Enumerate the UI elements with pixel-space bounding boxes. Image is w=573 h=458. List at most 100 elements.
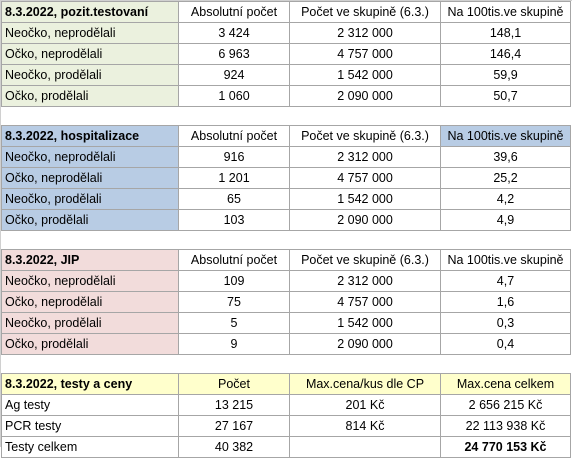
empty-cell[interactable]	[1, 354, 179, 374]
row-label[interactable]: Očko, neprodělali	[1, 167, 179, 189]
section-title[interactable]: 8.3.2022, JIP	[1, 249, 179, 271]
cell-group[interactable]: 4 757 000	[289, 43, 441, 65]
cell-group[interactable]: 2 090 000	[289, 85, 441, 107]
col-header-group[interactable]: Počet ve skupině (6.3.)	[289, 125, 441, 147]
col-header-count[interactable]: Počet	[178, 373, 290, 395]
cell-total-price[interactable]: 22 113 938 Kč	[440, 415, 571, 437]
row-label[interactable]: Neočko, neprodělali	[1, 270, 179, 292]
cell-absolute[interactable]: 6 963	[178, 43, 290, 65]
section-title[interactable]: 8.3.2022, hospitalizace	[1, 125, 179, 147]
row-label[interactable]: Očko, prodělali	[1, 209, 179, 231]
spacer-row	[1, 230, 571, 250]
cell-per100k[interactable]: 25,2	[440, 167, 571, 189]
empty-cell[interactable]	[440, 230, 571, 250]
empty-cell[interactable]	[178, 230, 290, 250]
cell-absolute[interactable]: 65	[178, 188, 290, 210]
cell-absolute[interactable]: 109	[178, 270, 290, 292]
cell-absolute[interactable]: 3 424	[178, 22, 290, 44]
cell-total-price[interactable]: 24 770 153 Kč	[440, 436, 571, 458]
table-row: Očko, neprodělali 6 963 4 757 000 146,4	[1, 43, 571, 65]
spacer-row	[1, 106, 571, 126]
row-label[interactable]: Neočko, prodělali	[1, 188, 179, 210]
row-label[interactable]: Ag testy	[1, 394, 179, 416]
cell-group[interactable]: 2 090 000	[289, 333, 441, 355]
cell-per100k[interactable]: 1,6	[440, 291, 571, 313]
cell-group[interactable]: 1 542 000	[289, 312, 441, 334]
cell-absolute[interactable]: 1 060	[178, 85, 290, 107]
col-header-absolute[interactable]: Absolutní počet	[178, 249, 290, 271]
row-label[interactable]: Neočko, prodělali	[1, 312, 179, 334]
cell-count[interactable]: 40 382	[178, 436, 290, 458]
cell-total-price[interactable]: 2 656 215 Kč	[440, 394, 571, 416]
spacer-row	[1, 354, 571, 374]
cell-per100k[interactable]: 146,4	[440, 43, 571, 65]
cell-per100k[interactable]: 59,9	[440, 64, 571, 86]
row-label[interactable]: Očko, neprodělali	[1, 43, 179, 65]
row-label[interactable]: Očko, prodělali	[1, 333, 179, 355]
cell-absolute[interactable]: 924	[178, 64, 290, 86]
col-header-absolute[interactable]: Absolutní počet	[178, 125, 290, 147]
cell-group[interactable]: 2 312 000	[289, 146, 441, 168]
cell-per100k[interactable]: 4,9	[440, 209, 571, 231]
table-row: Neočko, prodělali 5 1 542 000 0,3	[1, 312, 571, 334]
cell-per100k[interactable]: 4,7	[440, 270, 571, 292]
empty-cell[interactable]	[440, 106, 571, 126]
cell-group[interactable]: 2 090 000	[289, 209, 441, 231]
cell-per100k[interactable]: 4,2	[440, 188, 571, 210]
cell-per100k[interactable]: 148,1	[440, 22, 571, 44]
empty-cell[interactable]	[289, 354, 441, 374]
cell-group[interactable]: 2 312 000	[289, 22, 441, 44]
cell-absolute[interactable]: 1 201	[178, 167, 290, 189]
table-row: Očko, neprodělali 1 201 4 757 000 25,2	[1, 167, 571, 189]
cell-per100k[interactable]: 0,4	[440, 333, 571, 355]
cell-group[interactable]: 4 757 000	[289, 291, 441, 313]
cell-absolute[interactable]: 103	[178, 209, 290, 231]
section-tests-prices: 8.3.2022, testy a ceny Počet Max.cena/ku…	[1, 373, 571, 458]
cell-absolute[interactable]: 9	[178, 333, 290, 355]
section-title[interactable]: 8.3.2022, pozit.testovaní	[1, 1, 179, 23]
col-header-total-price[interactable]: Max.cena celkem	[440, 373, 571, 395]
table-row: Očko, neprodělali 75 4 757 000 1,6	[1, 291, 571, 313]
row-label[interactable]: Neočko, neprodělali	[1, 22, 179, 44]
col-header-absolute[interactable]: Absolutní počet	[178, 1, 290, 23]
empty-cell[interactable]	[289, 230, 441, 250]
empty-cell[interactable]	[289, 106, 441, 126]
cell-per100k[interactable]: 0,3	[440, 312, 571, 334]
cell-absolute[interactable]: 75	[178, 291, 290, 313]
section-title[interactable]: 8.3.2022, testy a ceny	[1, 373, 179, 395]
cell-unit-price[interactable]: 814 Kč	[289, 415, 441, 437]
row-label[interactable]: Neočko, neprodělali	[1, 146, 179, 168]
col-header-per100k[interactable]: Na 100tis.ve skupině	[440, 1, 571, 23]
cell-group[interactable]: 1 542 000	[289, 64, 441, 86]
empty-cell[interactable]	[178, 106, 290, 126]
empty-cell[interactable]	[440, 354, 571, 374]
col-header-per100k[interactable]: Na 100tis.ve skupině	[440, 125, 571, 147]
cell-unit-price[interactable]: 201 Kč	[289, 394, 441, 416]
col-header-per100k[interactable]: Na 100tis.ve skupině	[440, 249, 571, 271]
cell-per100k[interactable]: 39,6	[440, 146, 571, 168]
row-label[interactable]: Testy celkem	[1, 436, 179, 458]
cell-group[interactable]: 2 312 000	[289, 270, 441, 292]
cell-absolute[interactable]: 5	[178, 312, 290, 334]
section-header-row: 8.3.2022, pozit.testovaní Absolutní poče…	[1, 1, 571, 23]
cell-unit-price[interactable]	[289, 436, 441, 458]
col-header-unit-price[interactable]: Max.cena/kus dle CP	[289, 373, 441, 395]
cell-count[interactable]: 27 167	[178, 415, 290, 437]
row-label[interactable]: Očko, neprodělali	[1, 291, 179, 313]
cell-per100k[interactable]: 50,7	[440, 85, 571, 107]
cell-group[interactable]: 4 757 000	[289, 167, 441, 189]
row-label[interactable]: PCR testy	[1, 415, 179, 437]
row-label[interactable]: Neočko, prodělali	[1, 64, 179, 86]
empty-cell[interactable]	[1, 106, 179, 126]
cell-absolute[interactable]: 916	[178, 146, 290, 168]
row-label[interactable]: Očko, prodělali	[1, 85, 179, 107]
empty-cell[interactable]	[1, 230, 179, 250]
table-row: PCR testy 27 167 814 Kč 22 113 938 Kč	[1, 415, 571, 437]
col-header-group[interactable]: Počet ve skupině (6.3.)	[289, 249, 441, 271]
empty-cell[interactable]	[178, 354, 290, 374]
cell-count[interactable]: 13 215	[178, 394, 290, 416]
col-header-group[interactable]: Počet ve skupině (6.3.)	[289, 1, 441, 23]
cell-group[interactable]: 1 542 000	[289, 188, 441, 210]
